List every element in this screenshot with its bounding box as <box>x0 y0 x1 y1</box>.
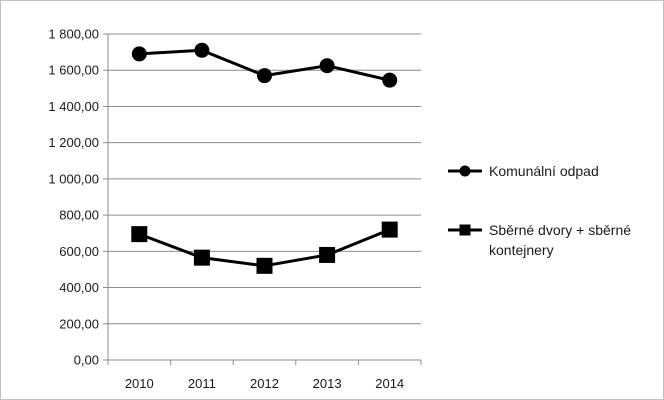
data-point-circle <box>194 42 210 58</box>
y-axis-tick-labels: 0,00 200,00 400,00 600,00 800,00 1 000,00 1 20… <box>48 27 99 368</box>
data-point-square <box>193 249 210 266</box>
y-tick-label: 1 400,00 <box>48 99 99 114</box>
x-axis-tick-labels: 2010 2011 2012 2013 2014 <box>125 376 404 391</box>
x-tick-label: 2013 <box>313 376 342 391</box>
y-tick-label: 1 600,00 <box>48 63 99 78</box>
legend-item-2: Sběrné dvory + sběrné kontejnery <box>448 222 631 258</box>
legend-circle-marker <box>459 165 471 177</box>
data-point-square <box>381 221 398 238</box>
data-point-circle <box>257 68 272 84</box>
x-tick-label: 2011 <box>188 376 216 391</box>
data-point-square <box>256 257 273 274</box>
y-tick-label: 400,00 <box>59 280 99 295</box>
series-group <box>131 42 398 274</box>
legend: Komunální odpad Sběrné dvory + sběrné kont… <box>448 163 631 258</box>
data-point-square <box>131 226 148 243</box>
gridlines <box>108 33 421 325</box>
y-tick-label: 1 000,00 <box>48 171 99 186</box>
y-tick-label: 0,00 <box>74 353 99 368</box>
data-point-circle <box>131 46 147 62</box>
data-point-circle <box>382 72 398 88</box>
y-tick-label: 600,00 <box>59 244 99 259</box>
x-tick-label: 2012 <box>250 376 279 391</box>
x-tick-label: 2010 <box>125 376 154 391</box>
series-2 <box>131 221 398 274</box>
legend-item-1: Komunální odpad <box>448 163 599 179</box>
legend-square-marker <box>459 224 471 236</box>
y-tick-label: 200,00 <box>59 316 99 331</box>
legend-label: Sběrné dvory + sběrné <box>489 222 631 238</box>
y-tick-label: 1 200,00 <box>48 135 99 150</box>
series-1 <box>131 42 398 88</box>
data-point-circle <box>319 58 335 74</box>
axes <box>103 33 422 365</box>
x-tick-label: 2014 <box>375 376 404 391</box>
legend-label: Komunální odpad <box>489 163 599 179</box>
y-tick-label: 1 800,00 <box>48 27 99 42</box>
y-tick-label: 800,00 <box>59 208 99 223</box>
data-point-square <box>319 246 336 263</box>
legend-label: kontejnery <box>489 242 554 258</box>
